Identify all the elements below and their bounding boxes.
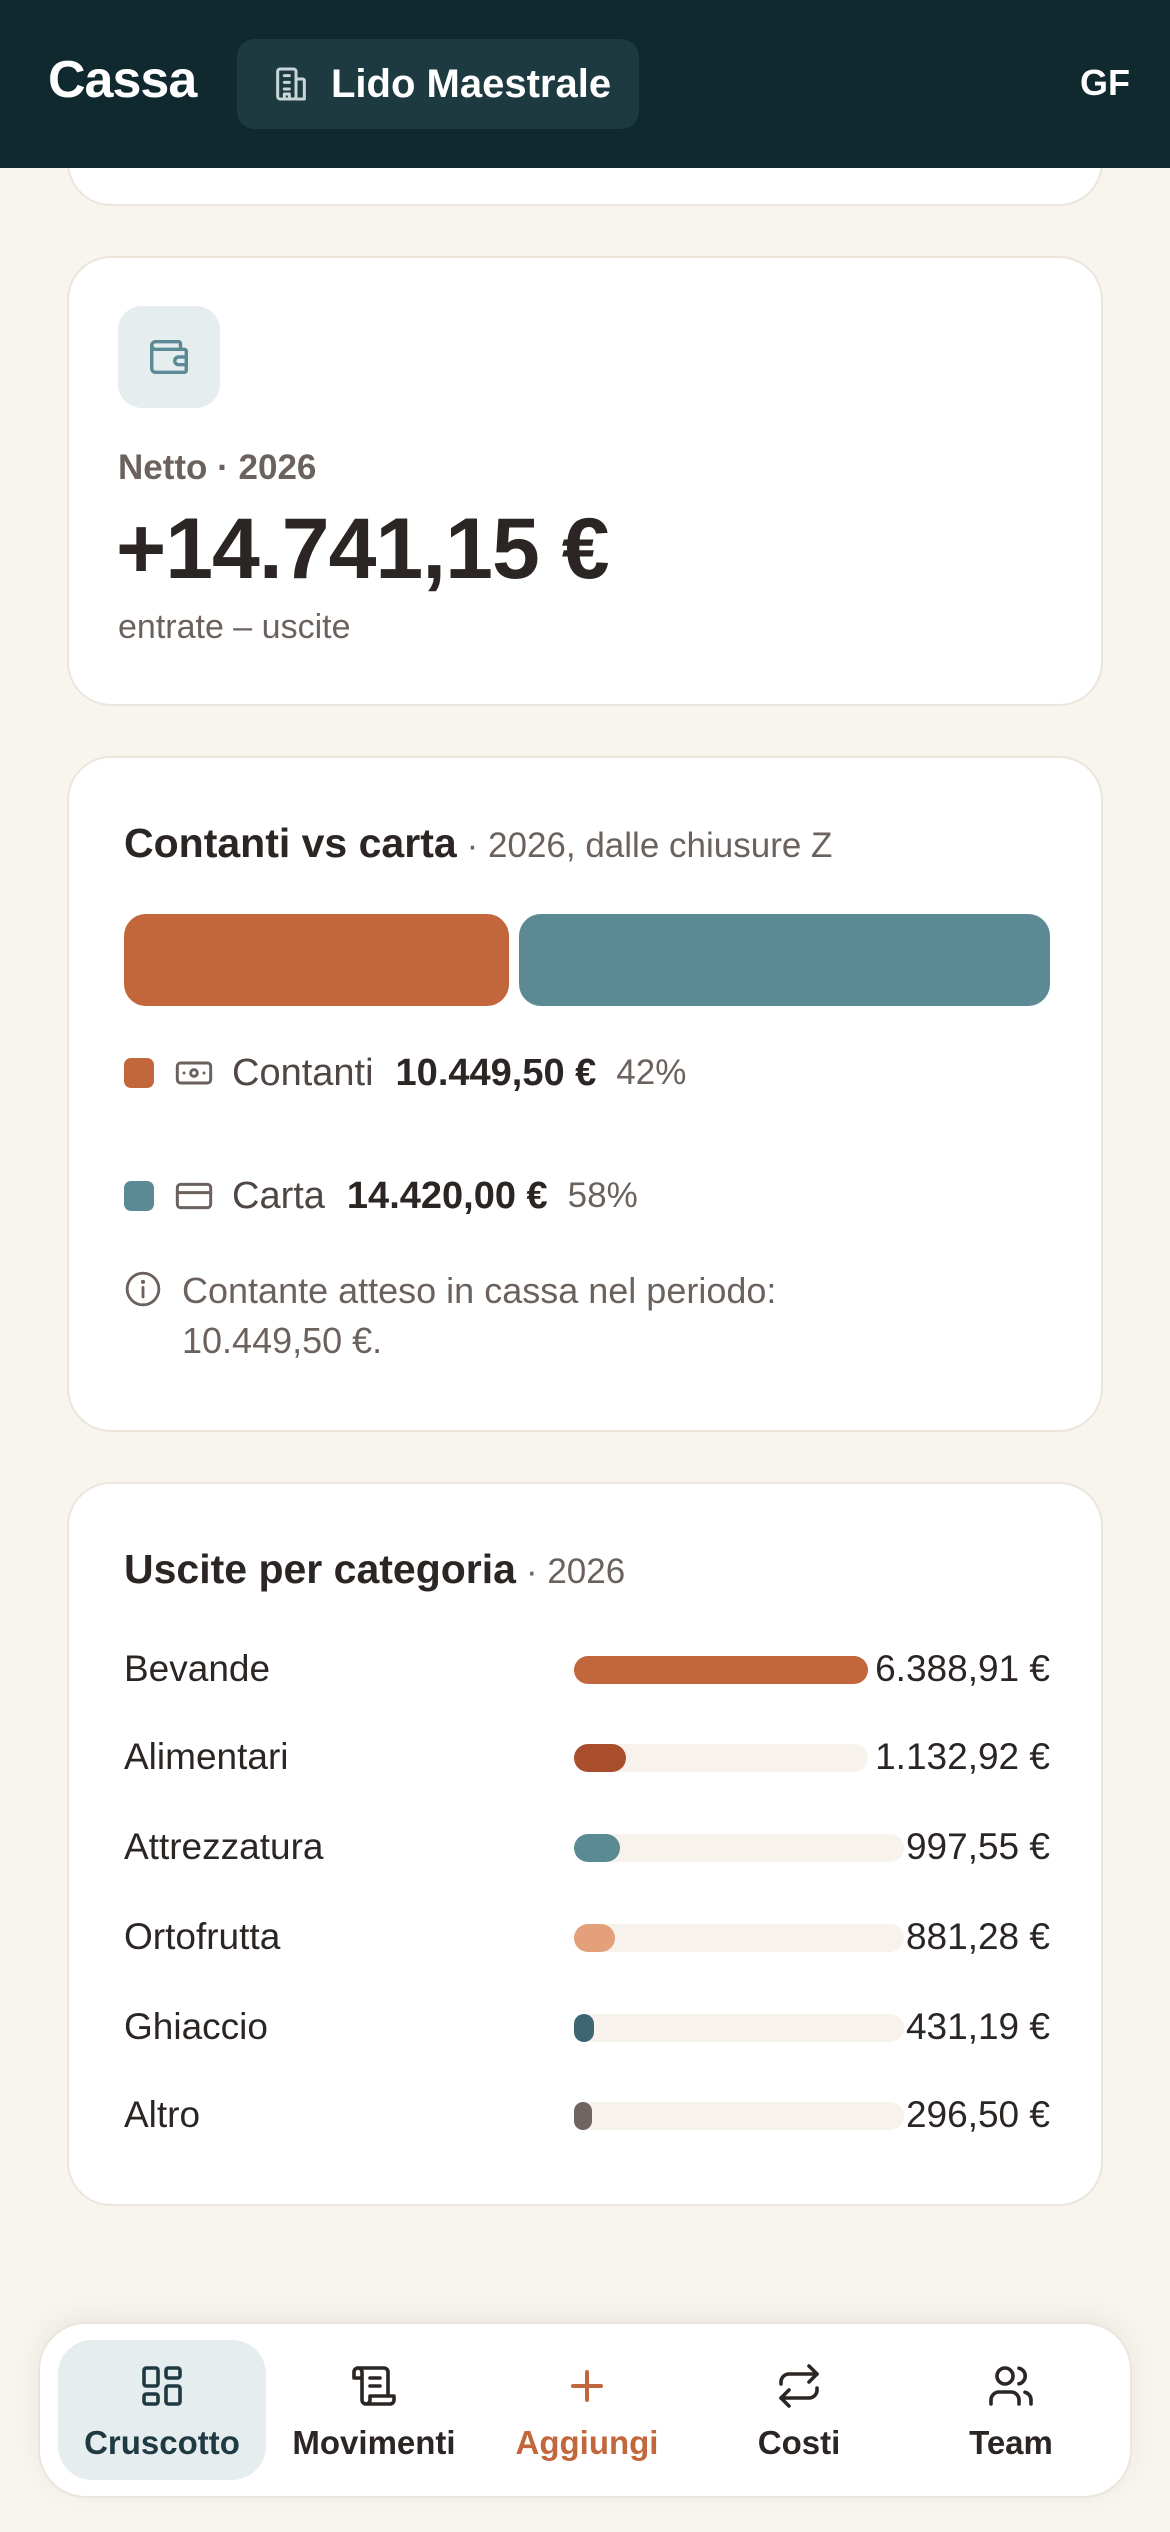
- payment-split-bar: [124, 914, 1050, 1006]
- plus-icon: [571, 2370, 603, 2402]
- tab-movimenti-label: Movimenti: [292, 2424, 456, 2461]
- wallet-icon: [150, 339, 188, 375]
- expenses-title: Uscite per categoria · 2026: [124, 1546, 625, 1593]
- category-amount: 6.388,91 €: [875, 1648, 1050, 1689]
- cash-amount: 10.449,50 €: [395, 1051, 597, 1094]
- category-amount: 431,19 €: [905, 2006, 1050, 2047]
- banknote-icon: [175, 1061, 213, 1085]
- wallet-icon-box: [118, 306, 220, 408]
- category-amount: 296,50 €: [905, 2094, 1050, 2135]
- net-card: Netto · 2026 +14.741,15 € entrate – usci…: [67, 256, 1103, 706]
- category-row: Alimentari 1.132,92 €: [124, 1730, 1050, 1786]
- user-avatar[interactable]: GF: [1080, 62, 1130, 103]
- category-bar-fill: [574, 1924, 615, 1952]
- category-bar-fill: [574, 2014, 594, 2042]
- net-label: Netto · 2026: [118, 448, 317, 487]
- tab-team-label: Team: [969, 2424, 1053, 2461]
- category-bar-track: [574, 1834, 904, 1862]
- category-row: Ortofrutta 881,28 €: [124, 1910, 1050, 1966]
- cash-segment: [124, 914, 509, 1006]
- bottom-tab-bar: Cruscotto Movimenti Aggiungi Costi T: [38, 2322, 1132, 2498]
- expenses-subtitle: · 2026: [525, 1552, 626, 1591]
- category-bar-track: [574, 2014, 904, 2042]
- cash-legend: Contanti 10.449,50 € 42%: [124, 1048, 686, 1098]
- category-bar-fill: [574, 1834, 620, 1862]
- category-bar-fill: [574, 1744, 626, 1772]
- repeat-icon: [779, 2364, 819, 2408]
- app-brand: Cassa: [48, 51, 197, 109]
- payment-split-heading: Contanti vs carta: [124, 820, 457, 866]
- tab-aggiungi-label: Aggiungi: [515, 2424, 659, 2461]
- category-row: Ghiaccio 431,19 €: [124, 2000, 1050, 2056]
- category-name: Ortofrutta: [124, 1916, 281, 1957]
- category-name: Alimentari: [124, 1736, 289, 1777]
- category-row: Bevande 6.388,91 €: [124, 1642, 1050, 1698]
- cash-color-dot: [124, 1058, 154, 1088]
- expenses-card: Uscite per categoria · 2026 Bevande 6.388,…: [67, 1482, 1103, 2206]
- category-bar-fill: [574, 1656, 868, 1684]
- payment-split-title: Contanti vs carta · 2026, dalle chiusure …: [124, 820, 832, 867]
- category-bar-track: [574, 1744, 868, 1772]
- tab-cruscotto-label: Cruscotto: [84, 2424, 240, 2461]
- building-icon: [276, 67, 306, 101]
- net-subtitle: entrate – uscite: [118, 608, 351, 646]
- category-amount: 997,55 €: [905, 1826, 1050, 1867]
- category-name: Ghiaccio: [124, 2006, 268, 2047]
- category-row: Altro 296,50 €: [124, 2088, 1050, 2144]
- expenses-heading: Uscite per categoria: [124, 1546, 516, 1592]
- users-icon: [989, 2366, 1033, 2406]
- payment-split-subtitle: · 2026, dalle chiusure Z: [466, 826, 833, 865]
- tab-aggiungi[interactable]: Aggiungi: [483, 2340, 691, 2480]
- category-bar-track: [574, 2102, 904, 2130]
- tab-costi[interactable]: Costi: [695, 2340, 903, 2480]
- category-row: Attrezzatura 997,55 €: [124, 1820, 1050, 1876]
- app-header: Cassa Lido Maestrale GF: [0, 0, 1170, 168]
- tab-team[interactable]: Team: [907, 2340, 1115, 2480]
- category-name: Attrezzatura: [124, 1826, 324, 1867]
- net-value: +14.741,15 €: [116, 501, 610, 597]
- info-icon: [125, 1271, 161, 1307]
- card-percent: 58%: [567, 1176, 638, 1215]
- card-label: Carta: [232, 1174, 325, 1217]
- receipt-icon: [352, 2366, 396, 2406]
- category-bar-fill: [574, 2102, 592, 2130]
- category-bar-track: [574, 1656, 868, 1684]
- category-amount: 1.132,92 €: [875, 1736, 1050, 1777]
- tab-cruscotto[interactable]: Cruscotto: [58, 2340, 266, 2480]
- card-legend: Carta 14.420,00 € 58%: [124, 1171, 638, 1221]
- card-color-dot: [124, 1181, 154, 1211]
- category-amount: 881,28 €: [905, 1916, 1050, 1957]
- payment-split-card: Contanti vs carta · 2026, dalle chiusure …: [67, 756, 1103, 1432]
- location-selector[interactable]: Lido Maestrale: [237, 39, 639, 129]
- category-bar-track: [574, 1924, 904, 1952]
- card-segment: [519, 914, 1050, 1006]
- credit-card-icon: [175, 1182, 213, 1210]
- cash-expected-note: Contante atteso in cassa nel periodo: 10…: [182, 1270, 777, 1361]
- card-amount: 14.420,00 €: [346, 1174, 548, 1217]
- location-name: Lido Maestrale: [331, 61, 612, 106]
- category-name: Bevande: [124, 1648, 271, 1689]
- tab-costi-label: Costi: [757, 2424, 841, 2461]
- cash-percent: 42%: [616, 1053, 687, 1092]
- dashboard-icon: [142, 2366, 182, 2406]
- cash-label: Contanti: [232, 1051, 374, 1094]
- tab-movimenti[interactable]: Movimenti: [270, 2340, 478, 2480]
- category-name: Altro: [124, 2094, 201, 2135]
